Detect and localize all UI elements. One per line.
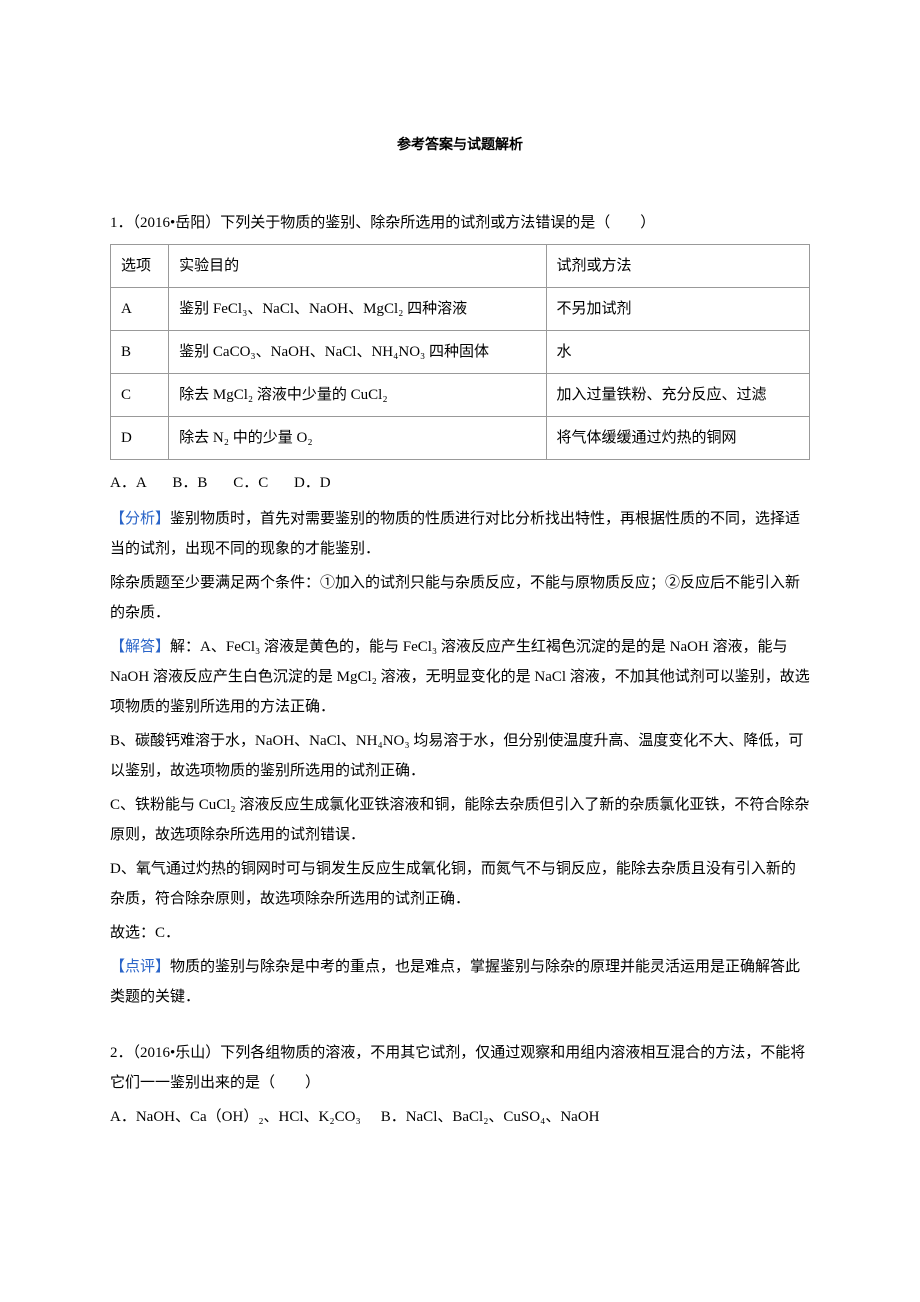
page-title: 参考答案与试题解析	[110, 130, 810, 158]
q2-option-a: A．NaOH、Ca（OH）₂、HCl、K₂CO₃	[110, 1109, 361, 1125]
table-row: B 鉴别 CaCO₃、NaOH、NaCl、NH₄NO₃ 四种固体 水	[111, 331, 810, 374]
q1-answer-block: 【解答】解：A、FeCl₃ 溶液是黄色的，能与 FeCl₃ 溶液反应产生红褐色沉…	[110, 632, 810, 722]
cell-method: 不另加试剂	[546, 288, 810, 331]
choice-c: C．C	[233, 475, 268, 491]
choice-d: D．D	[294, 475, 331, 491]
comment-text: 物质的鉴别与除杂是中考的重点，也是难点，掌握鉴别与除杂的原理并能灵活运用是正确解…	[110, 959, 800, 1005]
cell-option: C	[111, 374, 169, 417]
table-row: A 鉴别 FeCl₃、NaCl、NaOH、MgCl₂ 四种溶液 不另加试剂	[111, 288, 810, 331]
cell-option: B	[111, 331, 169, 374]
cell-purpose: 鉴别 CaCO₃、NaOH、NaCl、NH₄NO₃ 四种固体	[169, 331, 546, 374]
analysis-text-2: 除杂质题至少要满足两个条件：①加入的试剂只能与杂质反应，不能与原物质反应；②反应…	[110, 568, 810, 628]
answer-final: 故选：C．	[110, 918, 810, 948]
analysis-text-1: 鉴别物质时，首先对需要鉴别的物质的性质进行对比分析找出特性，再根据性质的不同，选…	[110, 511, 800, 557]
cell-purpose: 鉴别 FeCl₃、NaCl、NaOH、MgCl₂ 四种溶液	[169, 288, 546, 331]
choice-b: B．B	[172, 475, 207, 491]
q2-stem: 2．（2016•乐山）下列各组物质的溶液，不用其它试剂，仅通过观察和用组内溶液相…	[110, 1038, 810, 1098]
q1-stem: 1．（2016•岳阳）下列关于物质的鉴别、除杂所选用的试剂或方法错误的是（ ）	[110, 208, 810, 238]
comment-label: 【点评】	[110, 959, 170, 975]
q1-choices: A．A B．B C．C D．D	[110, 468, 810, 498]
col-method-header: 试剂或方法	[546, 245, 810, 288]
answer-b: B、碳酸钙难溶于水，NaOH、NaCl、NH₄NO₃ 均易溶于水，但分别使温度升…	[110, 726, 810, 786]
q1-table: 选项 实验目的 试剂或方法 A 鉴别 FeCl₃、NaCl、NaOH、MgCl₂…	[110, 244, 810, 460]
table-row: C 除去 MgCl₂ 溶液中少量的 CuCl₂ 加入过量铁粉、充分反应、过滤	[111, 374, 810, 417]
choice-a: A．A	[110, 475, 147, 491]
cell-purpose: 除去 N₂ 中的少量 O₂	[169, 417, 546, 460]
col-option-header: 选项	[111, 245, 169, 288]
cell-option: D	[111, 417, 169, 460]
col-purpose-header: 实验目的	[169, 245, 546, 288]
analysis-label: 【分析】	[110, 511, 170, 527]
cell-method: 水	[546, 331, 810, 374]
cell-purpose: 除去 MgCl₂ 溶液中少量的 CuCl₂	[169, 374, 546, 417]
q2-option-b: B．NaCl、BaCl₂、CuSO₄、NaOH	[381, 1109, 600, 1125]
answer-c: C、铁粉能与 CuCl₂ 溶液反应生成氯化亚铁溶液和铜，能除去杂质但引入了新的杂…	[110, 790, 810, 850]
q2-options-row: A．NaOH、Ca（OH）₂、HCl、K₂CO₃ B．NaCl、BaCl₂、CuS…	[110, 1102, 810, 1132]
cell-method: 将气体缓缓通过灼热的铜网	[546, 417, 810, 460]
answer-a: 解：A、FeCl₃ 溶液是黄色的，能与 FeCl₃ 溶液反应产生红褐色沉淀的是的…	[110, 639, 810, 715]
cell-method: 加入过量铁粉、充分反应、过滤	[546, 374, 810, 417]
cell-option: A	[111, 288, 169, 331]
q1-analysis-block: 【分析】鉴别物质时，首先对需要鉴别的物质的性质进行对比分析找出特性，再根据性质的…	[110, 504, 810, 564]
table-row: 选项 实验目的 试剂或方法	[111, 245, 810, 288]
answer-label: 【解答】	[110, 639, 170, 655]
table-row: D 除去 N₂ 中的少量 O₂ 将气体缓缓通过灼热的铜网	[111, 417, 810, 460]
q1-comment-block: 【点评】物质的鉴别与除杂是中考的重点，也是难点，掌握鉴别与除杂的原理并能灵活运用…	[110, 952, 810, 1012]
answer-d: D、氧气通过灼热的铜网时可与铜发生反应生成氧化铜，而氮气不与铜反应，能除去杂质且…	[110, 854, 810, 914]
